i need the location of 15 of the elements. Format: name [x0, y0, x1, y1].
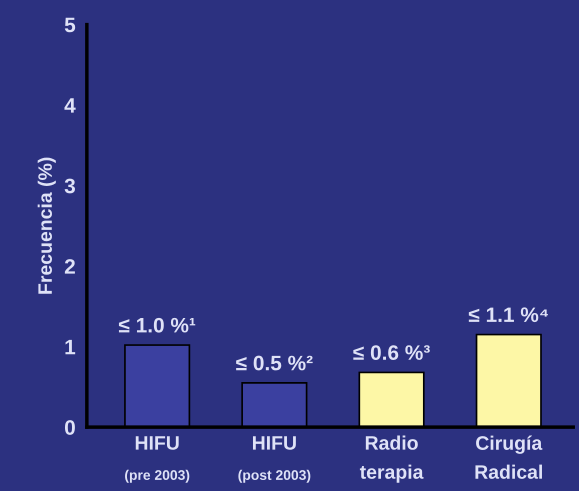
y-axis-title: Frecuencia (%) — [38, 158, 56, 294]
y-tick-label: 2 — [64, 259, 75, 274]
y-tick-label: 3 — [64, 178, 75, 194]
data-label: ≤ 0.6 %³ — [353, 345, 430, 360]
category-label: Radio terapia — [360, 436, 424, 483]
y-tick-label: 0 — [64, 420, 75, 435]
category-label: HIFU (pre 2003) — [125, 436, 190, 483]
category-label: HIFU (post 2003) — [238, 436, 310, 483]
y-tick-label: 5 — [64, 18, 76, 32]
data-label: ≤ 1.1 %⁴ — [468, 307, 548, 322]
data-label: ≤ 0.5 %² — [236, 356, 313, 370]
y-tick-label: 4 — [64, 98, 76, 113]
data-label: ≤ 1.0 %¹ — [118, 318, 196, 333]
category-label: Cirugía Radical — [475, 436, 542, 479]
y-tick-label: 1 — [65, 340, 76, 354]
